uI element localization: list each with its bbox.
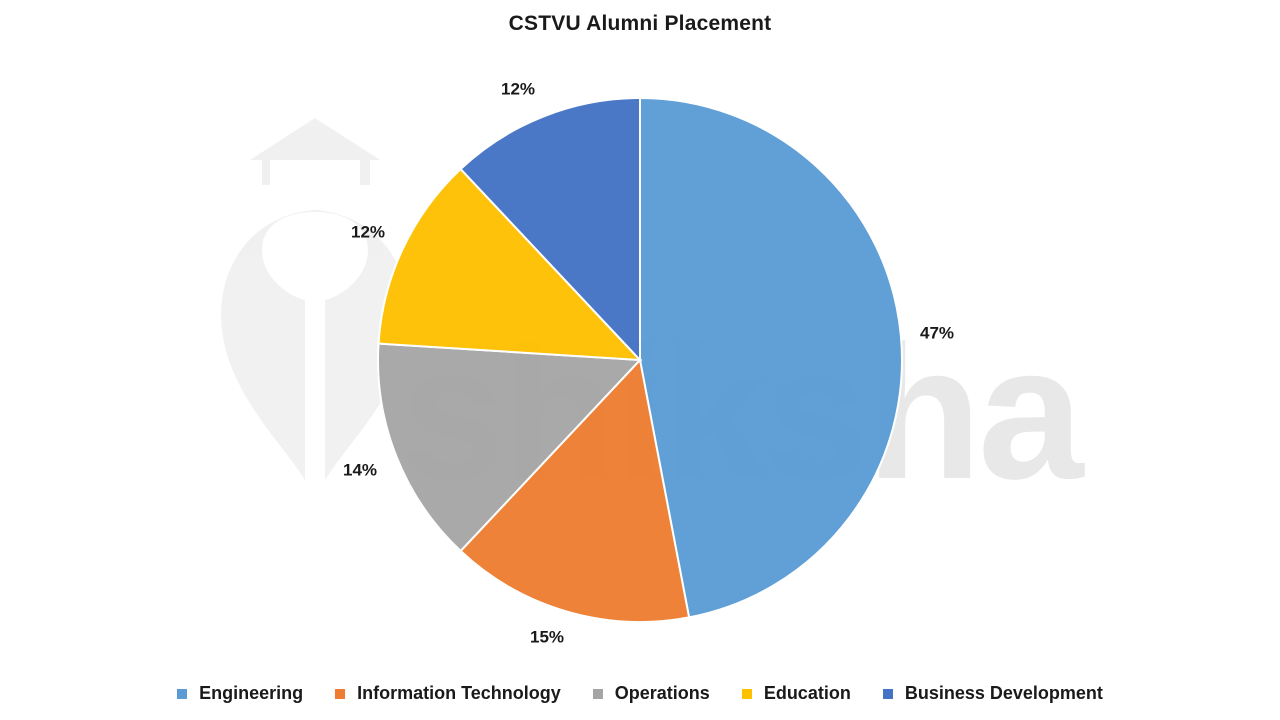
legend-swatch-icon	[882, 688, 893, 699]
legend-label: Operations	[614, 683, 710, 703]
logo-torch-icon	[221, 210, 409, 480]
legend-label: Engineering	[199, 683, 304, 703]
legend-label: Information Technology	[357, 683, 561, 703]
pie-slice-education	[377, 167, 643, 362]
legend-item: Engineering	[177, 683, 303, 704]
legend-item: Business Development	[882, 683, 1103, 704]
pie-slice-information-technology	[459, 357, 691, 623]
legend-label: Business Development	[904, 683, 1103, 703]
chart-legend: Engineering Information Technology Operati…	[0, 683, 1280, 704]
pie-slice-operations	[377, 342, 643, 553]
data-label: 14%	[343, 460, 377, 479]
data-label: 15%	[530, 627, 564, 646]
graduation-cap-icon	[250, 118, 380, 185]
pie-slice-business-development	[459, 96, 641, 363]
data-label: 12%	[351, 222, 385, 241]
data-label: 12%	[501, 79, 535, 98]
legend-item: Information Technology	[335, 683, 561, 704]
legend-swatch-icon	[177, 688, 188, 699]
legend-swatch-icon	[741, 688, 752, 699]
legend-item: Operations	[592, 683, 710, 704]
legend-label: Education	[763, 683, 851, 703]
chart-title: CSTVU Alumni Placement	[508, 12, 772, 35]
pie-slice-engineering	[639, 96, 903, 619]
legend-swatch-icon	[335, 688, 346, 699]
data-label: 47%	[920, 323, 954, 342]
legend-item: Education	[741, 683, 851, 704]
legend-swatch-icon	[592, 688, 603, 699]
